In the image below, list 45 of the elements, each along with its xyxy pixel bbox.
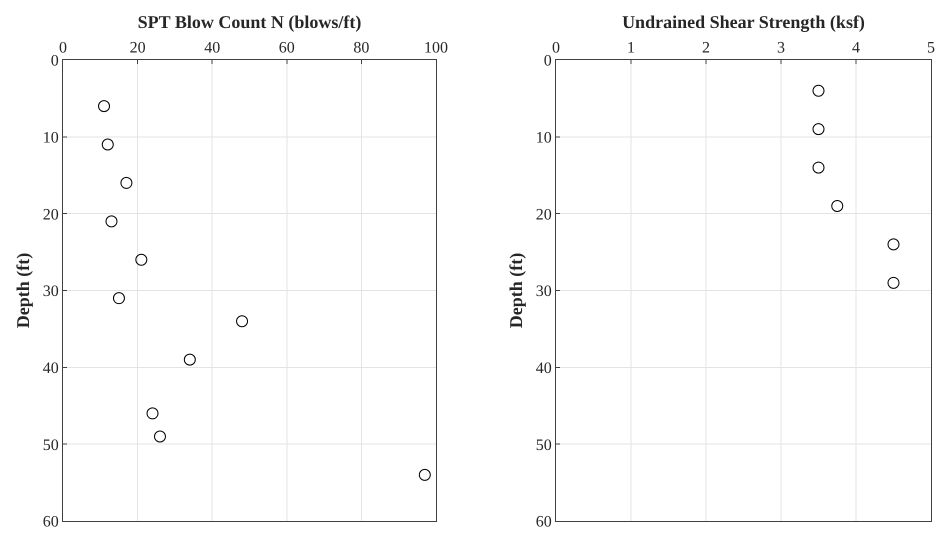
y-tick-label: 10 [42, 129, 59, 146]
x-axis-title: SPT Blow Count N (blows/ft) [138, 12, 362, 32]
y-tick-label: 0 [50, 52, 59, 70]
point [105, 215, 118, 228]
point [102, 138, 114, 151]
point [146, 407, 159, 420]
point [154, 430, 166, 442]
x-tick-label: 20 [130, 40, 146, 57]
point [888, 276, 900, 289]
y-tick-label: 40 [536, 360, 552, 377]
x-tick-label: 1 [627, 40, 635, 57]
point [812, 162, 824, 174]
point [812, 84, 824, 97]
y-tick-label: 60 [536, 514, 552, 531]
y-tick-label: 30 [536, 283, 552, 300]
x-axis-title: Undrained Shear Strength (ksf) [622, 12, 865, 32]
y-tick-label: 40 [42, 360, 59, 377]
y-tick-label: 60 [42, 514, 59, 531]
point [184, 354, 196, 366]
point [112, 292, 125, 304]
x-tick-label: 80 [353, 40, 370, 57]
y-tick-label: 50 [536, 436, 552, 454]
y-tick-label: 0 [544, 52, 552, 70]
x-tick-label: 3 [777, 40, 785, 57]
y-tick-label: 30 [42, 283, 59, 300]
y-axis-title: Depth (ft) [13, 252, 33, 328]
y-tick-label: 10 [536, 129, 552, 146]
point [888, 238, 900, 250]
point [135, 254, 148, 266]
y-tick-label: 20 [42, 206, 59, 224]
y-tick-label: 20 [536, 206, 552, 224]
x-tick-label: 2 [702, 40, 710, 57]
x-tick-label: 40 [204, 40, 220, 57]
x-tick-label: 60 [278, 40, 295, 57]
y-tick-label: 50 [42, 436, 59, 454]
x-tick-label: 100 [424, 40, 448, 57]
point [236, 315, 248, 328]
point [98, 100, 110, 112]
point [812, 123, 824, 136]
y-axis-title: Depth (ft) [506, 252, 526, 328]
point [418, 468, 431, 481]
x-tick-label: 5 [927, 40, 935, 57]
point [120, 176, 132, 189]
x-tick-label: 4 [852, 40, 860, 57]
point [831, 200, 844, 212]
